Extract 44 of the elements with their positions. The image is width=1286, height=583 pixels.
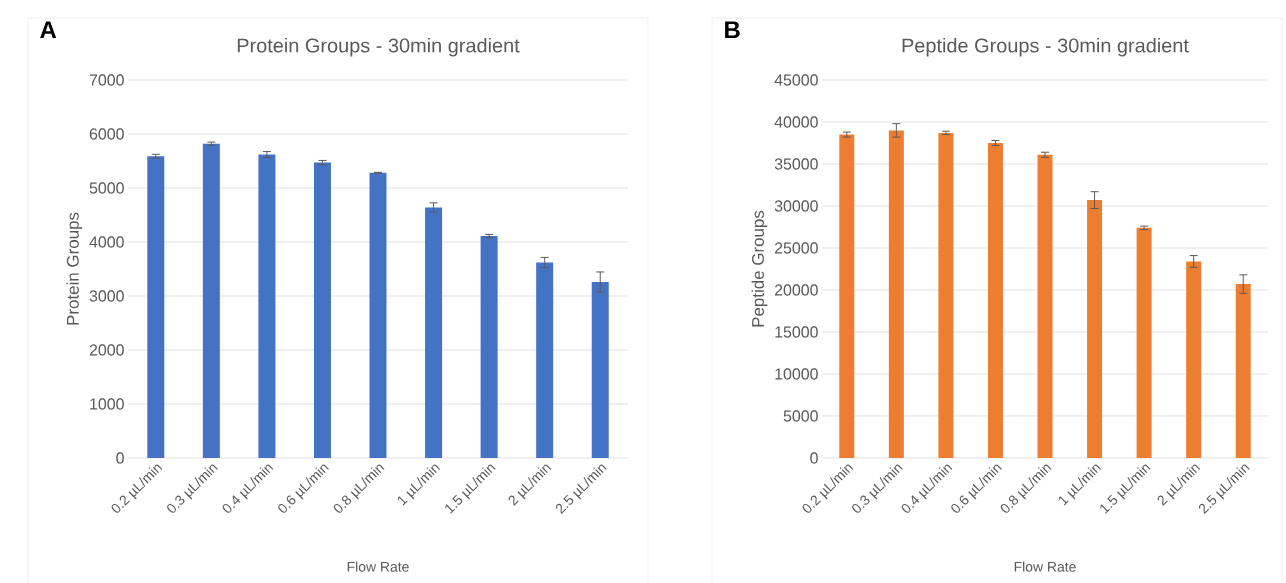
y-tick-label: 0 [810, 452, 818, 464]
y-tick-label: 2000 [89, 344, 124, 356]
y-tick-label: 3000 [89, 290, 124, 302]
bar [313, 162, 331, 458]
y-tick-label: 40000 [774, 116, 818, 128]
bar [147, 156, 165, 458]
y-tick-label: 1000 [90, 398, 124, 410]
bar [1186, 261, 1202, 458]
y-tick-label: 10000 [775, 368, 818, 380]
x-axis-title: Flow Rate [347, 561, 409, 572]
bar [258, 154, 276, 458]
bar [480, 236, 498, 458]
text: B [725, 21, 740, 38]
bar [591, 281, 609, 458]
bar [202, 143, 220, 458]
bar [369, 172, 387, 458]
text: A [40, 21, 57, 38]
bar [1235, 284, 1251, 458]
y-tick-label: 5000 [783, 410, 818, 422]
bar [536, 262, 554, 458]
y-tick-label: 30000 [774, 200, 818, 212]
bar [839, 134, 855, 458]
y-tick-label: 25000 [774, 242, 818, 254]
y-tick-label: 5000 [89, 182, 124, 194]
y-tick-label: 35000 [774, 158, 818, 170]
y-axis-title: Peptide Groups [751, 210, 768, 327]
x-axis-title: Flow Rate [1014, 561, 1076, 572]
bar [1037, 154, 1053, 458]
bar [888, 130, 904, 458]
bar [1087, 200, 1103, 458]
y-tick-label: 6000 [89, 128, 124, 140]
y-tick-label: 15000 [775, 326, 818, 338]
y-axis-title: Protein Groups [66, 212, 83, 325]
y-tick-label: 20000 [774, 284, 818, 296]
bar [425, 207, 443, 458]
chart-title: Protein Groups - 30min gradient [237, 37, 520, 57]
chart-title: Peptide Groups - 30min gradient [902, 37, 1189, 57]
y-tick-label: 0 [116, 452, 124, 464]
bar [1136, 227, 1152, 458]
bar [938, 132, 954, 458]
y-tick-label: 4000 [89, 236, 124, 248]
bar [987, 142, 1003, 458]
y-tick-label: 7000 [89, 74, 124, 86]
y-tick-label: 45000 [774, 74, 818, 86]
